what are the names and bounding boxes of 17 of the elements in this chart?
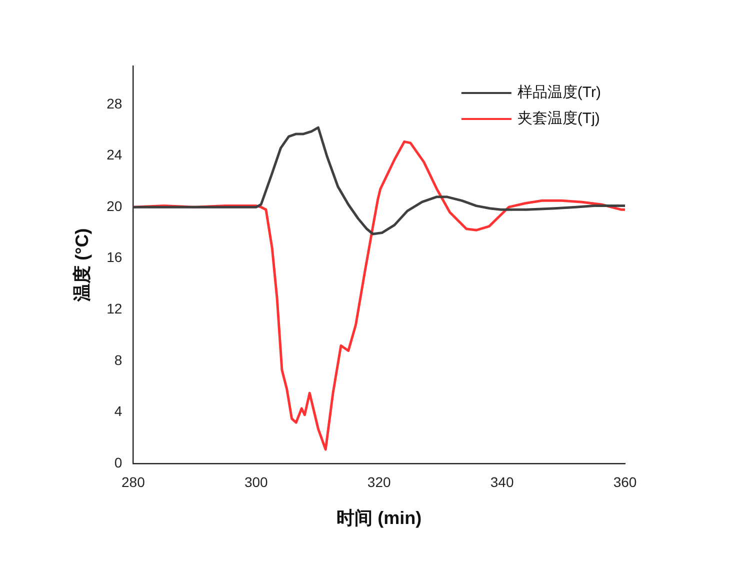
legend-label: 夹套温度(Tj): [517, 110, 600, 128]
x-tick-label: 360: [613, 474, 637, 490]
y-tick-label: 0: [114, 454, 122, 470]
y-tick-label: 20: [106, 198, 122, 214]
x-axis-title: 时间 (min): [336, 508, 422, 528]
x-tick-label: 340: [490, 474, 514, 490]
y-tick-label: 12: [106, 300, 122, 317]
y-tick-label: 4: [114, 403, 122, 420]
x-tick-label: 300: [244, 474, 268, 490]
y-tick-label: 8: [114, 352, 122, 368]
x-tick-label: 280: [121, 474, 146, 490]
y-tick-label: 16: [106, 249, 122, 266]
y-tick-label: 28: [106, 95, 122, 112]
legend-label: 样品温度(Tr): [517, 84, 602, 102]
y-axis-title: 温度 (°C): [72, 228, 92, 302]
x-tick-label: 320: [367, 474, 391, 490]
y-tick-label: 24: [106, 146, 122, 163]
